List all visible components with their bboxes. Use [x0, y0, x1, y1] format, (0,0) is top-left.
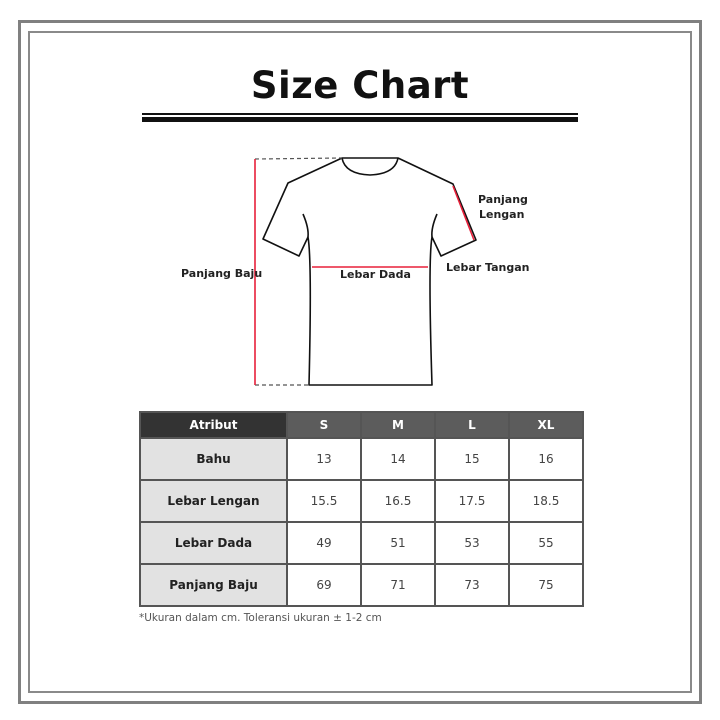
title-divider-thin [142, 113, 578, 115]
table-row: Bahu 13 14 15 16 [139, 437, 584, 481]
table-cell: 16 [508, 437, 584, 481]
outer-frame [18, 20, 702, 704]
title-divider-thick [142, 117, 578, 122]
row-label: Panjang Baju [139, 563, 288, 607]
table-cell: 14 [360, 437, 436, 481]
table-cell: 15.5 [286, 479, 362, 523]
length-guide-top [254, 157, 343, 160]
header-size-s: S [286, 411, 362, 439]
header-size-m: M [360, 411, 436, 439]
table-cell: 17.5 [434, 479, 510, 523]
label-panjang-lengan-line1: Panjang [478, 193, 528, 206]
size-table: Atribut S M L XL Bahu 13 14 15 16 Lebar … [139, 411, 584, 607]
table-cell: 49 [286, 521, 362, 565]
table-cell: 69 [286, 563, 362, 607]
tshirt-left-armhole [302, 213, 309, 238]
table-cell: 18.5 [508, 479, 584, 523]
table-cell: 73 [434, 563, 510, 607]
row-label: Lebar Lengan [139, 479, 288, 523]
table-cell: 13 [286, 437, 362, 481]
tshirt-collar [341, 157, 399, 176]
table-cell: 53 [434, 521, 510, 565]
table-cell: 15 [434, 437, 510, 481]
page-title: Size Chart [250, 64, 470, 107]
table-row: Lebar Dada 49 51 53 55 [139, 521, 584, 565]
label-panjang-baju: Panjang Baju [181, 267, 263, 280]
table-row: Lebar Lengan 15.5 16.5 17.5 18.5 [139, 479, 584, 523]
tshirt-outline [262, 157, 477, 386]
inner-frame [28, 31, 692, 693]
tshirt-right-armhole [431, 213, 438, 238]
table-cell: 71 [360, 563, 436, 607]
table-header-row: Atribut S M L XL [139, 411, 584, 439]
row-label: Bahu [139, 437, 288, 481]
table-cell: 16.5 [360, 479, 436, 523]
label-panjang-lengan-line2: Lengan [479, 208, 525, 221]
row-label: Lebar Dada [139, 521, 288, 565]
header-size-xl: XL [508, 411, 584, 439]
table-row: Panjang Baju 69 71 73 75 [139, 563, 584, 607]
label-lebar-tangan: Lebar Tangan [446, 261, 530, 274]
table-cell: 75 [508, 563, 584, 607]
table-cell: 55 [508, 521, 584, 565]
header-size-l: L [434, 411, 510, 439]
panjang-lengan-line [452, 185, 475, 241]
header-atribut: Atribut [139, 411, 288, 439]
size-note: *Ukuran dalam cm. Toleransi ukuran ± 1-2… [139, 612, 382, 624]
label-lebar-dada: Lebar Dada [340, 268, 411, 281]
table-cell: 51 [360, 521, 436, 565]
